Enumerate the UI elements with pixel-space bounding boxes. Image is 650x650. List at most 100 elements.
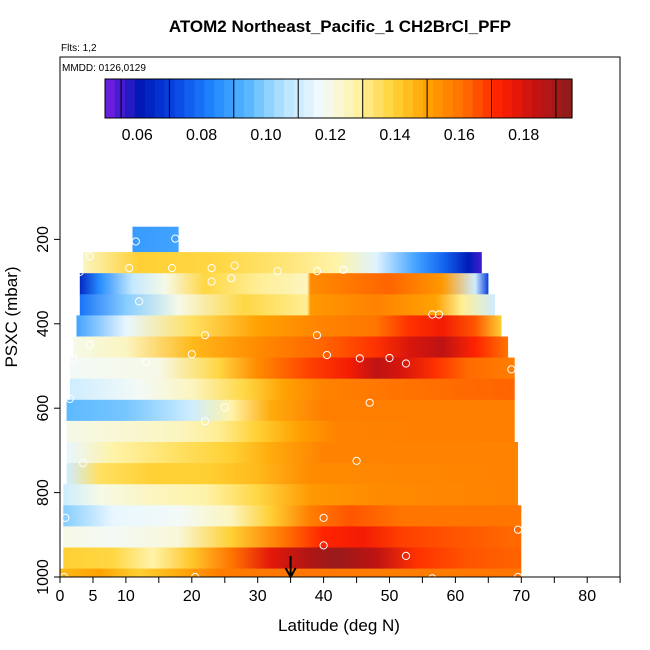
colorbar-cell: [184, 79, 196, 118]
colorbar-cell: [124, 79, 136, 118]
x-tick-label: 10: [117, 588, 135, 605]
colorbar-cell: [105, 79, 116, 118]
colorbar-cell: [383, 79, 394, 118]
colorbar-cell: [462, 79, 474, 118]
y-tick-label: 600: [35, 395, 52, 422]
colorbar-cell: [363, 79, 374, 118]
x-tick-label: 40: [315, 588, 333, 605]
colorbar-cell: [393, 79, 404, 118]
colorbar-cell: [214, 79, 225, 118]
colorbar-cell: [512, 79, 523, 118]
sample-point: [359, 577, 368, 586]
sample-point: [167, 264, 177, 273]
colorbar-cell: [502, 79, 513, 118]
data-layer: [63, 505, 522, 527]
colorbar-cell: [472, 79, 484, 118]
colorbar-cell: [263, 79, 275, 118]
colorbar-cell: [373, 79, 384, 118]
x-tick-label: 70: [512, 588, 530, 605]
y-tick-label: 200: [35, 226, 52, 253]
x-tick-label: 30: [249, 588, 267, 605]
colorbar-cell: [562, 79, 573, 118]
sample-point: [85, 340, 94, 349]
colorbar-cell: [313, 79, 325, 118]
colorbar-tick-label: 0.08: [186, 127, 217, 144]
data-layer: [66, 420, 515, 443]
data-layer: [79, 294, 496, 316]
data-layer: [66, 442, 518, 464]
y-tick-label: 400: [35, 310, 52, 337]
colorbar-cell: [134, 79, 146, 118]
sample-point: [513, 525, 523, 534]
colorbar-tick-label: 0.12: [315, 127, 346, 144]
sample-point: [428, 574, 437, 583]
sample-point: [207, 277, 216, 286]
colorbar-cell: [154, 79, 166, 118]
data-layer: [63, 484, 519, 506]
sample-point: [355, 354, 364, 363]
plot-frame: [59, 56, 621, 578]
colorbar-cell: [204, 79, 215, 118]
colorbar-cell: [353, 79, 364, 118]
sample-point: [273, 267, 282, 276]
data-layer: [66, 463, 518, 485]
data-layer: [69, 378, 515, 401]
colorbar-tick-label: 0.10: [250, 127, 281, 144]
colorbar-cell: [482, 79, 494, 118]
sample-point: [312, 267, 322, 276]
colorbar-cell: [492, 79, 504, 118]
colorbar-cell: [422, 79, 434, 118]
colorbar-cell: [224, 79, 235, 118]
colorbar-cell: [532, 79, 543, 118]
x-tick-label: 5: [89, 588, 98, 605]
colorbar-cell: [542, 79, 553, 118]
colorbar-cell: [343, 79, 355, 118]
data-layers: [60, 226, 522, 578]
data-layer: [73, 336, 509, 358]
data-layer: [63, 526, 522, 548]
data-layer: [66, 399, 515, 422]
sample-point: [401, 359, 411, 368]
sample-point: [322, 350, 331, 360]
colorbar-cell: [452, 79, 464, 118]
sample-point: [227, 274, 236, 283]
sample-point: [319, 513, 328, 523]
sample-point: [200, 331, 210, 340]
colorbar-cell: [273, 79, 285, 118]
colorbar-cell: [333, 79, 345, 118]
colorbar-tick-label: 0.16: [444, 127, 475, 144]
sample-point: [65, 394, 75, 403]
data-layer: [76, 315, 502, 337]
x-tick-label: 0: [56, 588, 65, 605]
sample-point: [69, 354, 78, 363]
sample-point: [401, 551, 411, 561]
sample-point: [125, 264, 134, 273]
colorbar-cell: [194, 79, 205, 118]
sample-point: [79, 459, 88, 468]
axes: 0 5 10 20 30 40 50 60 70 80 200 400 600 800 1000: [35, 226, 621, 605]
sample-point: [352, 456, 361, 465]
data-layer: [79, 273, 489, 295]
sample-point: [200, 417, 210, 426]
colorbar-cell: [254, 79, 265, 118]
sample-point: [312, 331, 322, 340]
data-layer: [63, 547, 522, 569]
x-tick-label: 80: [578, 588, 596, 605]
colorbar-cell: [303, 79, 315, 118]
dates-label: MMDD: 0126,0129: [62, 63, 146, 74]
sample-point: [207, 264, 216, 273]
sample-point: [230, 261, 239, 270]
colorbar-frame: [104, 78, 573, 119]
colorbar-cell: [413, 79, 424, 118]
chart-title: ATOM2 Northeast_Pacific_1 CH2BrCl_PFP: [169, 17, 511, 36]
sample-point: [507, 365, 516, 374]
data-layer: [83, 252, 482, 274]
sample-point: [61, 513, 70, 523]
sample-point: [75, 267, 84, 276]
sample-point: [187, 350, 196, 359]
colorbar-cell: [552, 79, 563, 118]
colorbar-cell: [293, 79, 305, 118]
colorbar-tick-label: 0.18: [508, 127, 539, 144]
colorbar-tick-label: 0.06: [122, 127, 153, 144]
